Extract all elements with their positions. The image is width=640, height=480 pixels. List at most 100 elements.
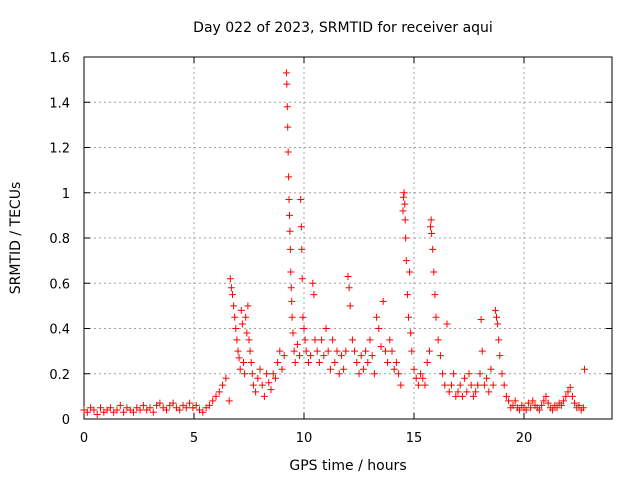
data-point: [313, 347, 321, 355]
data-point: [276, 347, 284, 355]
data-point: [136, 406, 144, 414]
y-tick-label: 0.6: [49, 277, 70, 292]
data-point: [417, 370, 425, 378]
data-point: [348, 336, 356, 344]
data-point: [254, 374, 262, 382]
data-point: [298, 245, 306, 253]
data-point: [322, 325, 330, 332]
data-point: [557, 401, 565, 409]
data-point: [379, 297, 387, 305]
data-point: [297, 223, 305, 231]
data-point: [353, 358, 361, 366]
data-point: [285, 196, 293, 204]
data-point: [242, 313, 250, 321]
data-point: [439, 370, 447, 378]
data-point: [458, 392, 466, 400]
data-point: [509, 401, 517, 409]
data-point: [199, 408, 207, 416]
data-point: [377, 343, 385, 351]
data-point: [186, 399, 194, 407]
data-point: [246, 347, 254, 355]
data-point: [120, 408, 128, 416]
data-point: [405, 313, 412, 321]
data-point: [225, 397, 233, 405]
data-point: [493, 313, 500, 321]
data-point: [399, 207, 407, 215]
data-point: [390, 365, 398, 373]
data-point: [240, 358, 247, 366]
data-point: [427, 223, 434, 231]
data-point: [351, 347, 359, 355]
data-point: [231, 313, 239, 321]
data-point: [290, 347, 298, 355]
data-point: [540, 397, 548, 405]
data-point: [293, 340, 301, 348]
data-point: [241, 370, 249, 378]
grid-lines: [84, 57, 612, 419]
data-point: [476, 370, 484, 378]
data-point: [271, 374, 279, 382]
data-point: [304, 358, 312, 366]
data-point: [423, 358, 431, 366]
data-point: [463, 388, 471, 396]
data-point: [454, 388, 462, 396]
data-point: [384, 358, 392, 366]
data-point: [511, 397, 519, 405]
data-point: [579, 404, 587, 412]
data-point: [163, 406, 170, 414]
data-point: [285, 173, 293, 181]
data-point: [245, 336, 253, 344]
y-tick-label: 0.2: [49, 368, 70, 383]
data-point: [335, 370, 343, 378]
data-point: [562, 392, 570, 400]
axis-ticks: 0 5 10 15 20 0 0.2 0.4 0.6 0.8 1 1.2 1.4 1.6: [49, 51, 612, 446]
y-axis-label: SRMTID / TECUs: [8, 182, 24, 295]
data-point: [456, 381, 464, 389]
data-point: [209, 397, 217, 405]
data-point: [237, 306, 245, 314]
data-point: [381, 347, 389, 355]
data-point: [397, 381, 405, 389]
data-point: [291, 358, 299, 366]
data-point: [436, 352, 444, 360]
data-point: [116, 401, 124, 409]
data-point: [355, 370, 363, 378]
data-point: [359, 365, 367, 373]
data-point: [267, 386, 275, 394]
data-point: [434, 336, 442, 344]
x-tick-label: 10: [296, 431, 313, 446]
data-point: [249, 381, 257, 389]
data-point: [441, 381, 449, 389]
x-tick-label: 15: [406, 431, 423, 446]
data-point: [401, 200, 409, 208]
data-point: [243, 329, 251, 337]
data-point: [487, 365, 495, 373]
data-point: [410, 365, 418, 373]
data-point: [529, 397, 537, 405]
data-point: [230, 302, 238, 310]
data-point: [498, 370, 506, 378]
data-point: [286, 227, 294, 235]
data-point: [146, 404, 154, 412]
data-point: [315, 358, 323, 366]
data-point: [219, 381, 227, 389]
data-point: [215, 388, 223, 396]
data-point: [571, 399, 579, 407]
y-tick-label: 1: [62, 187, 70, 202]
data-point: [97, 404, 104, 412]
data-point: [516, 406, 524, 414]
data-point: [287, 284, 295, 292]
data-point: [429, 245, 437, 253]
data-point: [485, 388, 493, 396]
data-point: [337, 352, 345, 360]
data-point: [247, 358, 255, 366]
data-point: [400, 189, 408, 197]
data-point: [310, 291, 318, 299]
data-point: [288, 297, 296, 305]
data-point: [474, 381, 482, 389]
data-point: [494, 320, 502, 328]
data-point: [311, 336, 319, 344]
data-point: [235, 354, 243, 362]
data-point: [280, 352, 288, 360]
